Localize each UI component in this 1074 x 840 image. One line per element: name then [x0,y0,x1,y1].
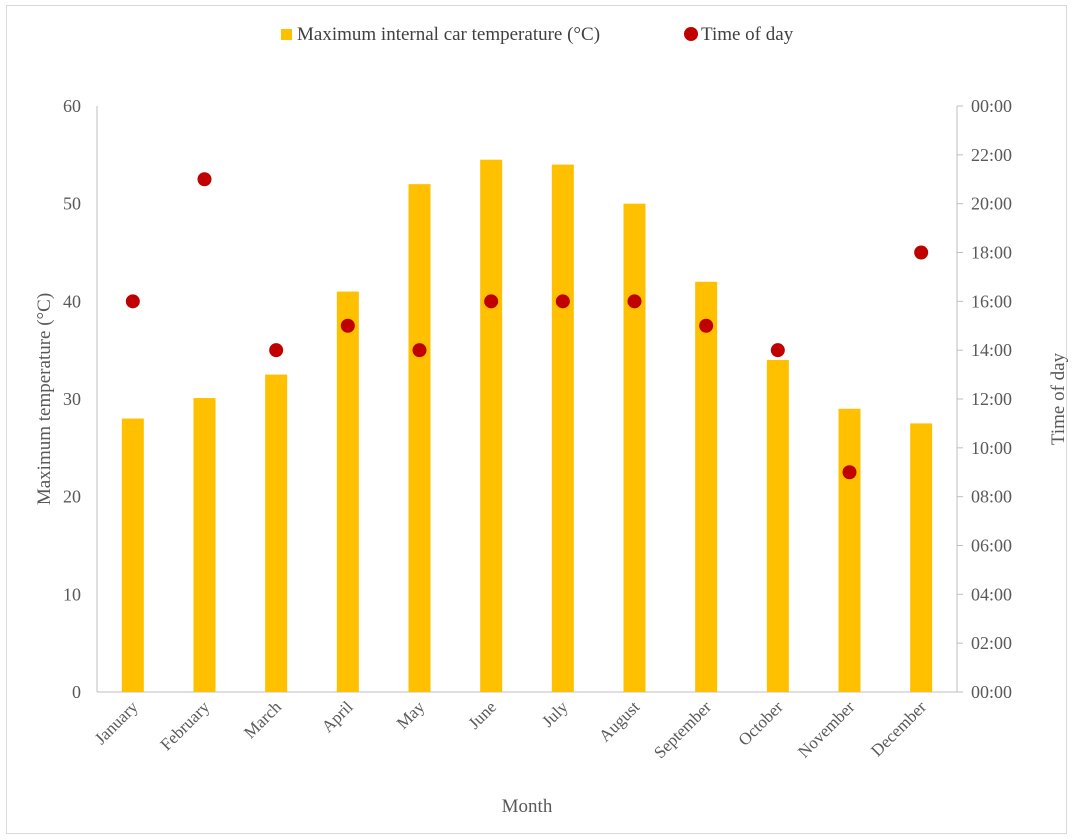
y2-tick-label: 06:00 [971,536,1012,556]
x-tick-label: March [240,697,285,742]
chart-frame [6,5,1067,834]
dot-september [699,318,714,333]
dot-march [269,343,284,358]
dot-october [770,343,785,358]
dot-december [914,245,929,260]
dot-august [627,294,642,309]
y2-axis-ticks: 00:00 02:00 04:00 06:00 08:00 10:00 12:00 14:00… [957,96,1012,702]
axes [96,106,958,693]
y2-tick-label: 14:00 [971,340,1012,360]
dot-february [197,172,212,187]
y2-tick-label: 18:00 [971,243,1012,263]
bar-september [695,281,718,692]
bar-april [336,291,359,692]
legend-dot-swatch [684,27,698,41]
dot-june [484,294,499,309]
bar-march [265,374,288,692]
x-tick-label: October [735,697,787,749]
dot-january [125,294,140,309]
x-axis-title: Month [502,796,553,817]
x-tick-label: April [318,697,357,736]
y2-tick-label: 08:00 [971,487,1012,507]
y-axis-ticks: 0 10 20 30 40 50 60 [63,96,81,702]
dot-april [340,318,355,333]
bar-june [480,159,503,692]
bar-october [766,359,789,692]
x-tick-label: June [465,697,500,732]
y-tick-label: 60 [63,96,81,116]
bar-november [838,408,861,692]
x-tick-label: September [650,697,715,762]
y-tick-label: 30 [63,389,81,409]
y-tick-label: 20 [63,487,81,507]
x-axis-ticks: January February March April May June July Augu… [91,697,930,762]
x-tick-label: July [538,697,572,731]
y2-axis-title: Time of day [1048,352,1069,445]
y2-tick-label: 10:00 [971,438,1012,458]
bar-august [623,203,646,692]
legend: Maximum internal car temperature (°C) Ti… [281,24,794,45]
y2-tick-label: 22:00 [971,145,1012,165]
dot-july [555,294,570,309]
y-tick-label: 40 [63,291,81,311]
x-tick-label: August [595,697,643,745]
x-tick-label: December [867,697,930,760]
y2-tick-label: 00:00 [971,682,1012,702]
y-tick-label: 0 [72,682,81,702]
bar-january [121,418,144,692]
x-tick-label: January [91,697,142,748]
y-tick-label: 10 [63,584,81,604]
x-tick-label: November [794,697,858,761]
y-axis-title: Maximum temperature (°C) [34,293,55,505]
bar-may [408,184,431,692]
y2-tick-label: 16:00 [971,291,1012,311]
legend-bar-label: Maximum internal car temperature (°C) [297,24,600,45]
y2-tick-label: 04:00 [971,584,1012,604]
bar-december [910,423,933,692]
y2-tick-label: 00:00 [971,96,1012,116]
bar-series [121,159,933,693]
y2-tick-label: 20:00 [971,194,1012,214]
x-tick-label: May [393,697,429,733]
dot-series [125,172,929,480]
bar-february [193,398,216,692]
y-tick-label: 50 [63,194,81,214]
dot-may [412,343,427,358]
legend-bar-swatch [281,29,292,40]
bar-july [551,164,574,693]
x-tick-label: February [156,697,213,754]
legend-dot-label: Time of day [701,24,794,45]
dot-november [842,465,857,480]
y2-tick-label: 12:00 [971,389,1012,409]
y2-tick-label: 02:00 [971,633,1012,653]
